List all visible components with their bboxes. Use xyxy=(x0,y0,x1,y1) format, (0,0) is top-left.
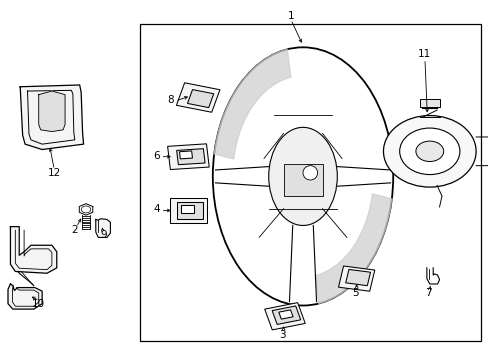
Polygon shape xyxy=(176,83,220,112)
Polygon shape xyxy=(315,194,391,303)
Polygon shape xyxy=(345,269,370,285)
Text: 8: 8 xyxy=(167,95,173,105)
Polygon shape xyxy=(264,303,305,330)
Polygon shape xyxy=(177,202,202,219)
Text: 6: 6 xyxy=(153,151,160,161)
Polygon shape xyxy=(338,266,374,291)
Polygon shape xyxy=(39,91,65,132)
Text: 5: 5 xyxy=(352,288,358,298)
Text: 11: 11 xyxy=(416,49,430,59)
Polygon shape xyxy=(8,284,42,309)
Ellipse shape xyxy=(303,166,317,180)
Text: 2: 2 xyxy=(71,225,78,235)
Ellipse shape xyxy=(383,116,475,187)
Polygon shape xyxy=(180,205,194,213)
Ellipse shape xyxy=(212,47,392,306)
Polygon shape xyxy=(176,149,204,165)
Text: 9: 9 xyxy=(101,230,107,239)
Text: 10: 10 xyxy=(32,299,45,309)
Text: 7: 7 xyxy=(425,288,431,298)
Polygon shape xyxy=(179,151,192,159)
Polygon shape xyxy=(278,310,292,319)
Polygon shape xyxy=(20,85,83,149)
Ellipse shape xyxy=(399,128,459,175)
Text: 3: 3 xyxy=(279,330,285,340)
Polygon shape xyxy=(167,144,209,170)
Polygon shape xyxy=(214,49,290,159)
Text: 12: 12 xyxy=(48,168,61,178)
Ellipse shape xyxy=(268,127,337,225)
Polygon shape xyxy=(419,99,439,107)
Text: 4: 4 xyxy=(153,204,160,215)
Polygon shape xyxy=(10,226,57,273)
Polygon shape xyxy=(79,204,93,215)
Text: 1: 1 xyxy=(287,11,294,21)
Bar xyxy=(283,164,322,196)
Polygon shape xyxy=(170,198,206,223)
Polygon shape xyxy=(96,219,110,237)
Polygon shape xyxy=(272,306,300,324)
Ellipse shape xyxy=(415,141,443,162)
Polygon shape xyxy=(187,90,213,108)
Bar xyxy=(140,24,480,341)
